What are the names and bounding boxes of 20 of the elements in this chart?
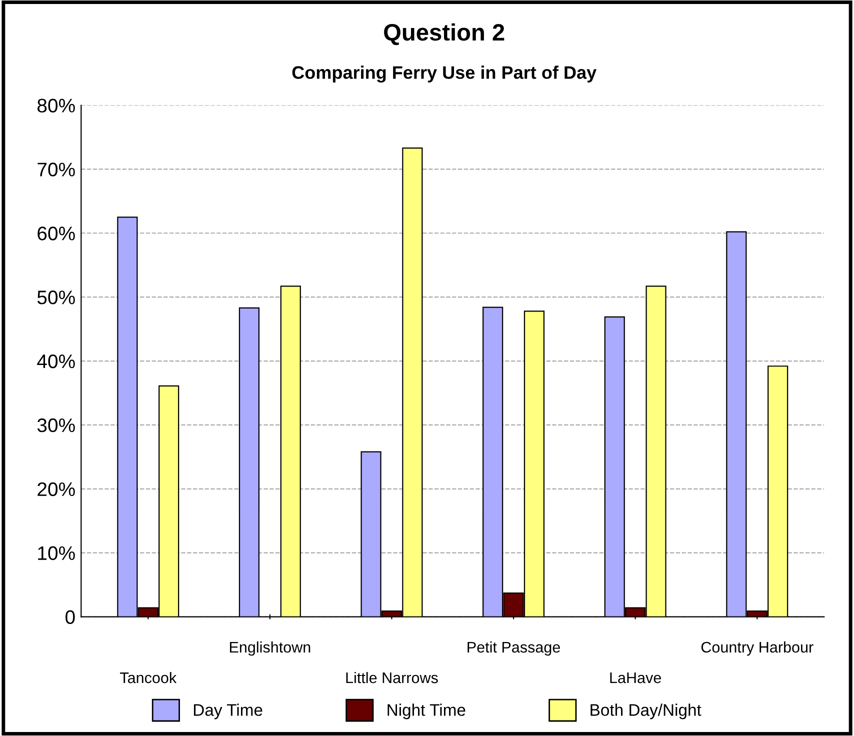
y-tick-label: 0 [66, 610, 75, 624]
x-tick-label: LaHave [610, 672, 661, 684]
y-tick-label: 80% [38, 98, 75, 112]
y-tick-label: 40% [37, 354, 75, 368]
chart-subtitle: Comparing Ferry Use in Part of Day [292, 66, 596, 83]
y-tick-label: 10% [38, 546, 75, 560]
x-tick-label: Country Harbour [701, 641, 814, 656]
legend-label: Both Day/Night [590, 704, 702, 720]
legend-label: Day Time [194, 704, 262, 720]
x-tick-label: Petit Passage [468, 641, 560, 656]
x-tick-label: Tancook [120, 672, 177, 684]
chart-title: Question 2 [384, 23, 504, 46]
x-tick-label: Little Narrows [346, 672, 438, 684]
y-tick-label: 30% [37, 418, 75, 432]
y-tick-label: 70% [38, 162, 75, 176]
y-tick-label: 50% [37, 290, 75, 304]
y-tick-label: 60% [38, 226, 75, 240]
y-tick-label: 20% [38, 482, 75, 496]
x-tick-label: Englishtown [230, 641, 310, 656]
legend-label: Night Time [388, 704, 466, 720]
